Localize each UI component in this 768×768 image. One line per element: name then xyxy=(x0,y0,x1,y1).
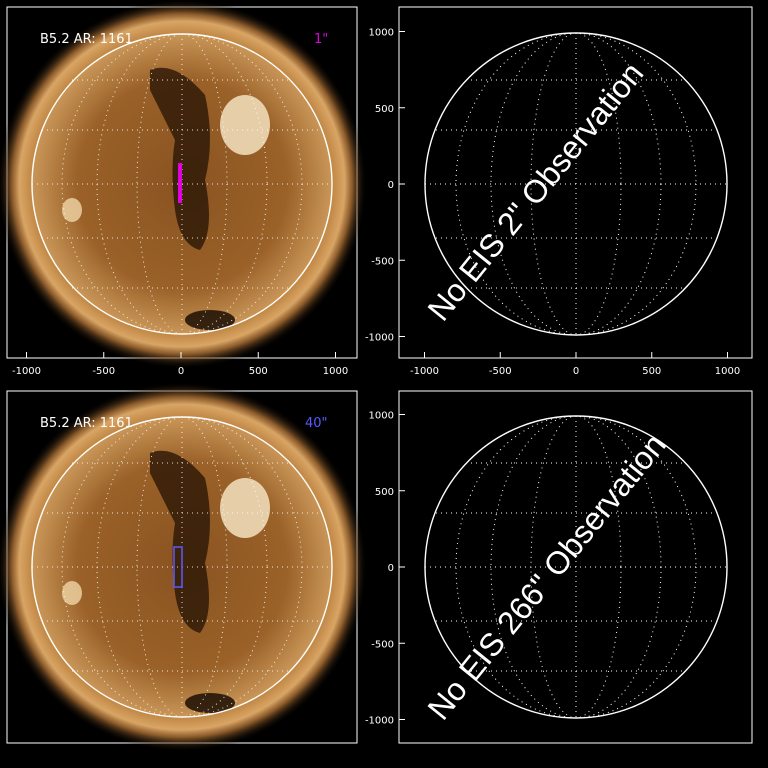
info-label: B5.2 AR: 1161 xyxy=(40,32,133,47)
no-observation-message: No EIS 2" Observation xyxy=(420,55,650,327)
sun-image xyxy=(0,0,367,369)
panel-top-right: No EIS 2" Observation -1000 -500 0 500 1000 … xyxy=(365,6,753,377)
coronal-hole xyxy=(150,450,210,633)
active-region xyxy=(220,95,270,155)
x-tick-label: -500 xyxy=(92,366,115,377)
y-tick-label: 0 xyxy=(388,563,394,574)
y-tick-label: 1000 xyxy=(369,411,394,422)
bright-point xyxy=(62,581,82,605)
y-tick-label: 1000 xyxy=(369,28,394,39)
panel-top-left: B5.2 AR: 1161 1" -1000 -500 0 500 1000 xyxy=(0,0,367,377)
panel-bottom-left: B5.2 AR: 1161 40" xyxy=(0,382,367,752)
x-tick-label: -1000 xyxy=(410,366,439,377)
y-axis: 1000 500 0 -500 -1000 xyxy=(365,411,405,727)
sun-image xyxy=(0,382,367,752)
info-label: B5.2 AR: 1161 xyxy=(40,416,133,431)
lat-lon-grid xyxy=(32,416,332,718)
slit-width-label: 40" xyxy=(305,416,328,431)
x-axis: -1000 -500 0 500 1000 xyxy=(410,352,740,377)
bright-point xyxy=(62,198,82,222)
x-tick-label: 500 xyxy=(249,366,268,377)
lat-lon-grid xyxy=(425,32,727,336)
x-tick-label: -1000 xyxy=(12,366,41,377)
y-axis: 1000 500 0 -500 -1000 xyxy=(365,28,405,344)
active-region xyxy=(220,478,270,538)
eis-slit xyxy=(178,163,182,203)
x-tick-label: -500 xyxy=(489,366,512,377)
y-tick-label: -1000 xyxy=(365,333,394,344)
y-tick-label: -500 xyxy=(371,639,394,650)
y-tick-label: 500 xyxy=(375,104,394,115)
y-tick-label: 0 xyxy=(388,180,394,191)
x-tick-label: 1000 xyxy=(323,366,348,377)
eis-raster-box xyxy=(173,546,183,588)
y-tick-label: -1000 xyxy=(365,716,394,727)
y-tick-label: -500 xyxy=(371,256,394,267)
slit-width-label: 1" xyxy=(314,32,328,47)
x-axis: -1000 -500 0 500 1000 xyxy=(12,352,348,377)
x-tick-label: 500 xyxy=(642,366,661,377)
y-tick-label: 500 xyxy=(375,487,394,498)
x-tick-label: 1000 xyxy=(715,366,740,377)
lat-lon-grid xyxy=(425,415,727,719)
panel-bottom-right: No EIS 266" Observation 10005000-500-100… xyxy=(365,390,753,744)
x-tick-label: 0 xyxy=(573,366,579,377)
coronal-hole xyxy=(150,67,210,251)
x-tick-label: 0 xyxy=(178,366,184,377)
